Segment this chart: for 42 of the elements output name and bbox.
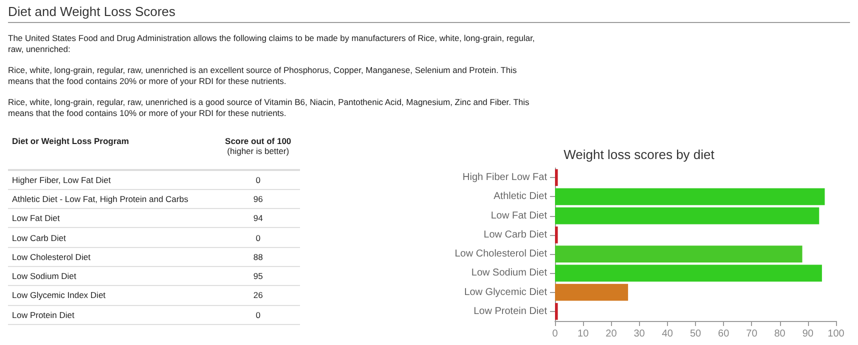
data-label: 94 — [252, 212, 264, 226]
category-label: Low Protein Diet — [11, 308, 76, 322]
x-tick-label: 0 — [552, 328, 558, 340]
x-tick-label: 10 — [578, 328, 590, 340]
category-label: Athletic Diet - Low Fat, High Protein and Carbs — [11, 192, 190, 206]
y-tick-label: Low Protein Diet — [474, 306, 548, 317]
data-label: 96 — [252, 192, 264, 206]
text: Score out of 100 (higher is better) — [224, 136, 292, 156]
x-tick-label: 70 — [746, 328, 758, 340]
text: The United States Food and Drug Administration allows the following claims to be made by manufacturers of Rice, white, long-grain, regular, raw, unenriched: — [8, 33, 536, 55]
category-label: Low Sodium Diet — [11, 270, 78, 284]
x-tick-label: 50 — [690, 328, 702, 340]
y-tick-label: Low Fat Diet — [490, 210, 548, 222]
y-tick-label: Low Sodium Diet — [471, 268, 548, 279]
y-tick-label: Low Carb Diet — [484, 229, 548, 240]
category-label: Low Cholesterol Diet — [11, 250, 92, 264]
x-tick-label: 90 — [802, 328, 814, 340]
text: Diet or Weight Loss Program — [11, 135, 130, 148]
data-label: 88 — [252, 250, 264, 264]
category-label: Low Glycemic Index Diet — [11, 289, 107, 302]
x-tick-label: 100 — [828, 328, 845, 340]
x-tick-label: 80 — [774, 328, 786, 340]
x-tick-label: 20 — [606, 328, 618, 340]
data-label: 0 — [254, 308, 262, 322]
data-label: 0 — [254, 174, 262, 187]
category-label: Higher Fiber, Low Fat Diet — [11, 174, 112, 187]
x-tick-label: 30 — [634, 328, 646, 340]
y-tick-label: Low Glycemic Diet — [464, 286, 548, 298]
y-tick-label: High Fiber Low Fat — [462, 172, 548, 184]
data-label: 95 — [252, 270, 264, 284]
x-tick-label: 60 — [718, 328, 730, 340]
text: Rice, white, long-grain, regular, raw, unenriched is an excellent source of Phosphorus, Copper, Manganese, Selenium and Protein. This means that the food contains 20% or more of your RDI for these nutrients. — [8, 65, 518, 87]
chart-title: Weight loss scores by diet — [564, 147, 715, 162]
y-tick-label: Athletic Diet — [494, 191, 548, 202]
text: Diet and Weight Loss Scores — [8, 4, 850, 23]
category-label: Low Fat Diet — [11, 212, 61, 226]
data-label: 0 — [254, 232, 262, 245]
x-tick-label: 40 — [662, 328, 674, 340]
data-label: 26 — [252, 289, 264, 302]
category-label: Low Carb Diet — [11, 232, 67, 245]
y-tick-label: Low Cholesterol Diet — [454, 248, 548, 260]
text: Rice, white, long-grain, regular, raw, unenriched is a good source of Vitamin B6, Niacin, Pantothenic Acid, Magnesium, Zinc and Fiber. This means that the food contains 10% or more of your RDI for these nutrients. — [8, 97, 530, 119]
